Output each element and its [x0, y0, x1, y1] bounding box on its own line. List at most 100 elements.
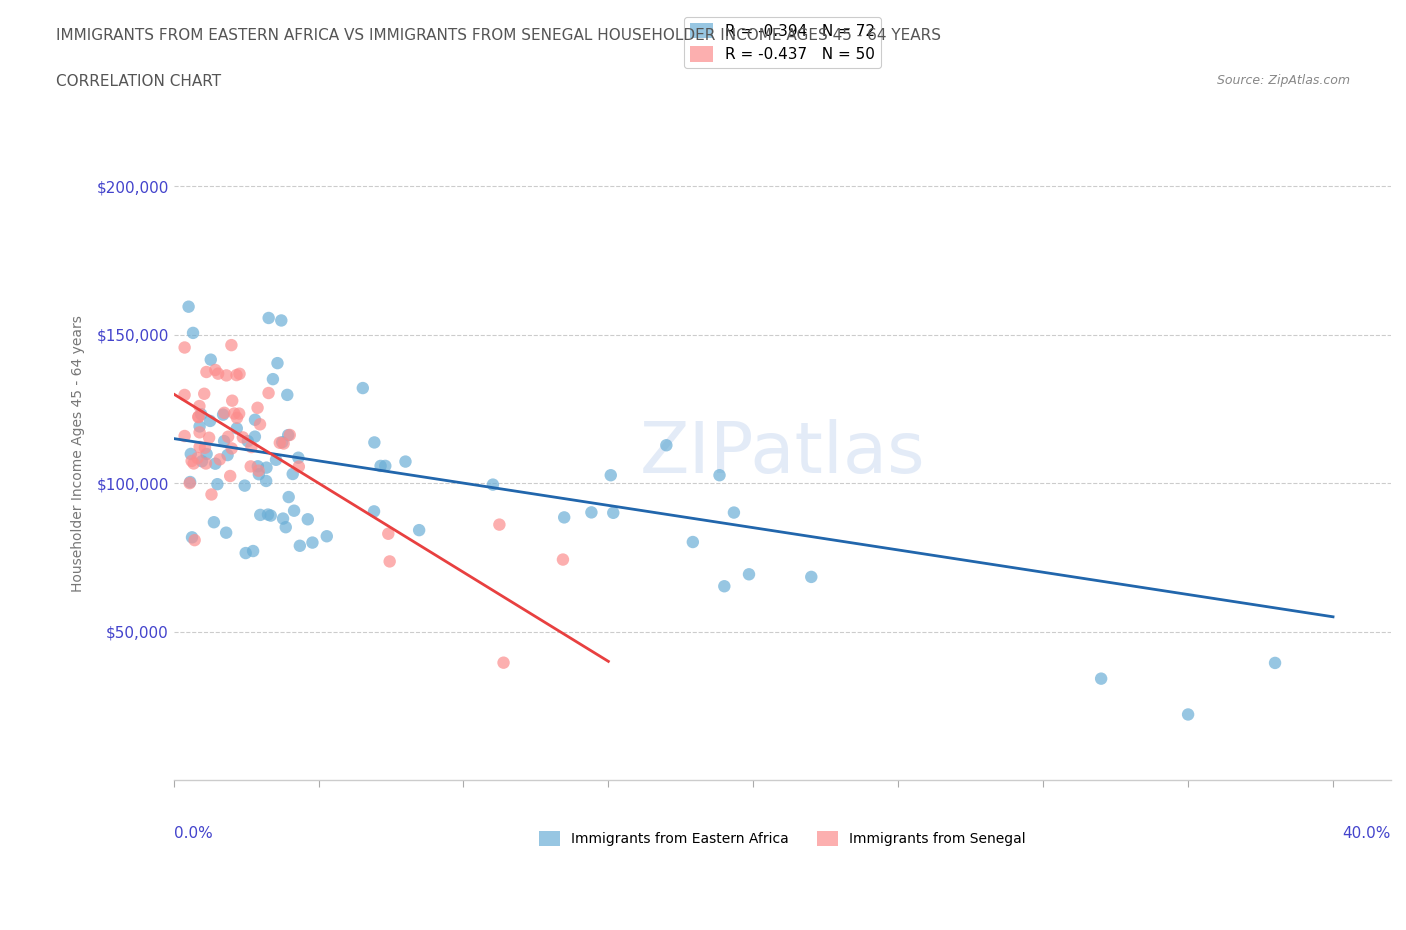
Immigrants from Eastern Africa — [1177, 707, 1199, 722]
Immigrants from Eastern Africa — [1264, 656, 1286, 671]
Immigrants from Eastern Africa — [177, 299, 200, 314]
Immigrants from Senegal — [246, 400, 269, 415]
Immigrants from Eastern Africa — [581, 505, 603, 520]
Immigrants from Eastern Africa — [602, 505, 624, 520]
Immigrants from Senegal — [221, 441, 243, 456]
Immigrants from Eastern Africa — [217, 447, 239, 462]
Immigrants from Eastern Africa — [283, 503, 305, 518]
Immigrants from Senegal — [217, 430, 239, 445]
Immigrants from Eastern Africa — [181, 530, 204, 545]
Immigrants from Senegal — [269, 435, 291, 450]
Immigrants from Senegal — [212, 405, 235, 420]
Immigrants from Eastern Africa — [370, 458, 392, 473]
Immigrants from Eastern Africa — [246, 458, 269, 473]
Immigrants from Senegal — [221, 338, 243, 352]
Immigrants from Eastern Africa — [198, 414, 221, 429]
Immigrants from Senegal — [224, 406, 246, 421]
Immigrants from Eastern Africa — [254, 473, 277, 488]
Immigrants from Senegal — [239, 459, 262, 474]
Immigrants from Eastern Africa — [262, 372, 284, 387]
Y-axis label: Householder Income Ages 45 - 64 years: Householder Income Ages 45 - 64 years — [72, 315, 86, 591]
Immigrants from Senegal — [221, 393, 243, 408]
Immigrants from Senegal — [183, 456, 205, 471]
Immigrants from Senegal — [226, 410, 249, 425]
Immigrants from Eastern Africa — [271, 434, 294, 449]
Immigrants from Eastern Africa — [249, 508, 271, 523]
Immigrants from Eastern Africa — [264, 452, 287, 467]
Immigrants from Eastern Africa — [394, 454, 416, 469]
Immigrants from Senegal — [198, 431, 221, 445]
Immigrants from Senegal — [228, 406, 250, 421]
Immigrants from Senegal — [207, 366, 229, 381]
Immigrants from Senegal — [188, 399, 211, 414]
Immigrants from Senegal — [173, 388, 195, 403]
Immigrants from Eastern Africa — [482, 477, 505, 492]
Immigrants from Eastern Africa — [363, 435, 385, 450]
Immigrants from Senegal — [180, 454, 202, 469]
Immigrants from Eastern Africa — [352, 380, 374, 395]
Immigrants from Senegal — [228, 366, 250, 381]
Immigrants from Eastern Africa — [207, 477, 229, 492]
Immigrants from Senegal — [187, 409, 209, 424]
Immigrants from Senegal — [240, 440, 263, 455]
Immigrants from Eastern Africa — [191, 454, 214, 469]
Immigrants from Eastern Africa — [179, 474, 201, 489]
Immigrants from Eastern Africa — [682, 535, 704, 550]
Immigrants from Eastern Africa — [204, 457, 226, 472]
Immigrants from Eastern Africa — [374, 458, 396, 473]
Text: Source: ZipAtlas.com: Source: ZipAtlas.com — [1216, 74, 1350, 87]
Text: 0.0%: 0.0% — [173, 826, 212, 841]
Immigrants from Eastern Africa — [599, 468, 621, 483]
Immigrants from Senegal — [194, 456, 217, 471]
Immigrants from Senegal — [208, 452, 231, 467]
Immigrants from Senegal — [273, 436, 295, 451]
Immigrants from Eastern Africa — [553, 510, 575, 525]
Immigrants from Senegal — [288, 459, 311, 474]
Immigrants from Senegal — [215, 368, 238, 383]
Immigrants from Eastern Africa — [236, 433, 259, 448]
Immigrants from Eastern Africa — [1090, 671, 1112, 686]
Text: 40.0%: 40.0% — [1343, 826, 1391, 841]
Immigrants from Eastern Africa — [274, 520, 297, 535]
Immigrants from Eastern Africa — [277, 489, 299, 504]
Immigrants from Senegal — [183, 533, 205, 548]
Immigrants from Eastern Africa — [181, 326, 204, 340]
Immigrants from Senegal — [186, 451, 208, 466]
Immigrants from Eastern Africa — [243, 412, 266, 427]
Immigrants from Eastern Africa — [235, 546, 257, 561]
Immigrants from Senegal — [247, 463, 270, 478]
Immigrants from Senegal — [249, 417, 271, 432]
Immigrants from Senegal — [195, 365, 218, 379]
Immigrants from Eastern Africa — [713, 578, 735, 593]
Immigrants from Eastern Africa — [242, 544, 264, 559]
Immigrants from Senegal — [278, 428, 301, 443]
Immigrants from Eastern Africa — [266, 355, 288, 370]
Immigrants from Senegal — [232, 430, 254, 445]
Immigrants from Eastern Africa — [288, 538, 311, 553]
Immigrants from Senegal — [488, 517, 510, 532]
Immigrants from Eastern Africa — [363, 504, 385, 519]
Immigrants from Eastern Africa — [655, 438, 678, 453]
Immigrants from Eastern Africa — [408, 523, 430, 538]
Immigrants from Eastern Africa — [243, 430, 266, 445]
Immigrants from Senegal — [187, 410, 209, 425]
Immigrants from Eastern Africa — [257, 507, 280, 522]
Immigrants from Eastern Africa — [281, 467, 304, 482]
Immigrants from Senegal — [204, 363, 226, 378]
Immigrants from Eastern Africa — [233, 478, 256, 493]
Immigrants from Eastern Africa — [200, 352, 222, 367]
Immigrants from Senegal — [194, 440, 217, 455]
Immigrants from Senegal — [173, 340, 195, 355]
Immigrants from Eastern Africa — [215, 525, 238, 540]
Immigrants from Eastern Africa — [180, 446, 202, 461]
Immigrants from Eastern Africa — [315, 529, 337, 544]
Text: IMMIGRANTS FROM EASTERN AFRICA VS IMMIGRANTS FROM SENEGAL HOUSEHOLDER INCOME AGE: IMMIGRANTS FROM EASTERN AFRICA VS IMMIGR… — [56, 28, 941, 43]
Immigrants from Senegal — [193, 386, 215, 401]
Legend: Immigrants from Eastern Africa, Immigrants from Senegal: Immigrants from Eastern Africa, Immigran… — [534, 826, 1031, 852]
Immigrants from Eastern Africa — [800, 569, 823, 584]
Immigrants from Eastern Africa — [247, 467, 270, 482]
Immigrants from Eastern Africa — [277, 428, 299, 443]
Immigrants from Eastern Africa — [270, 313, 292, 328]
Immigrants from Eastern Africa — [723, 505, 745, 520]
Immigrants from Senegal — [173, 429, 195, 444]
